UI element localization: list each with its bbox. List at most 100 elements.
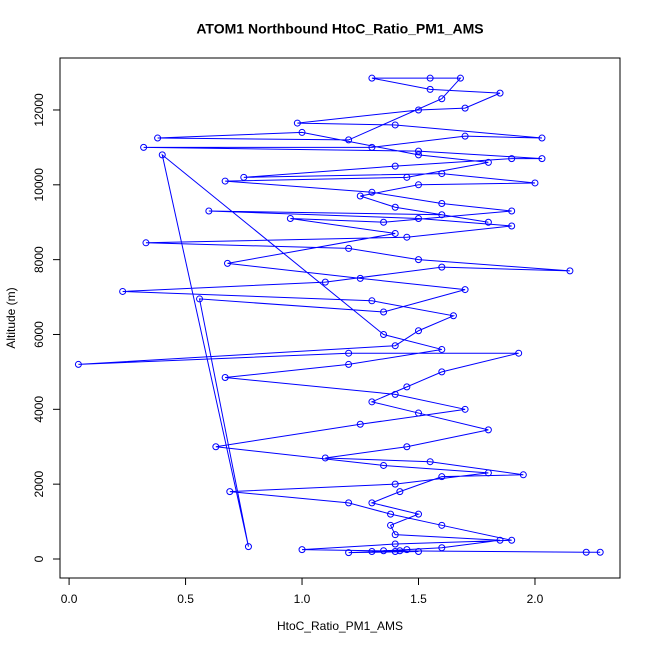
point — [438, 211, 446, 219]
point — [496, 536, 504, 544]
point — [426, 74, 434, 82]
point — [415, 409, 423, 417]
point — [293, 119, 301, 127]
point — [345, 360, 353, 368]
point — [368, 188, 376, 196]
point — [391, 229, 399, 237]
point — [582, 548, 590, 556]
point — [566, 267, 574, 275]
point — [415, 256, 423, 264]
point — [244, 543, 252, 551]
point — [345, 244, 353, 252]
point — [368, 297, 376, 305]
point — [345, 499, 353, 507]
point — [380, 461, 388, 469]
point — [415, 151, 423, 159]
point — [387, 510, 395, 518]
point — [415, 106, 423, 114]
point — [321, 454, 329, 462]
point — [508, 222, 516, 230]
point — [538, 134, 546, 142]
point — [223, 259, 231, 267]
point — [415, 181, 423, 189]
point — [403, 173, 411, 181]
y-tick-label: 6000 — [32, 321, 46, 348]
point — [415, 548, 423, 556]
point — [391, 390, 399, 398]
series-line — [78, 77, 601, 554]
point — [212, 443, 220, 451]
point — [461, 405, 469, 413]
point — [438, 200, 446, 208]
point — [438, 263, 446, 271]
point — [226, 488, 234, 496]
point — [142, 239, 150, 247]
point — [391, 540, 399, 548]
point — [391, 531, 399, 539]
point — [438, 345, 446, 353]
point — [438, 95, 446, 103]
point — [158, 151, 166, 159]
y-tick-label: 4000 — [32, 396, 46, 423]
point — [438, 368, 446, 376]
y-tick-label: 0 — [32, 555, 46, 562]
point — [403, 233, 411, 241]
point — [519, 471, 527, 479]
point — [74, 360, 82, 368]
point — [438, 473, 446, 481]
point — [515, 349, 523, 357]
point — [403, 383, 411, 391]
x-tick-label: 1.0 — [294, 592, 311, 606]
point — [387, 521, 395, 529]
point — [380, 218, 388, 226]
point — [484, 426, 492, 434]
point — [391, 480, 399, 488]
point — [403, 443, 411, 451]
y-tick-label: 8000 — [32, 246, 46, 273]
point — [380, 308, 388, 316]
point — [140, 143, 148, 151]
point — [368, 548, 376, 556]
x-tick-label: 2.0 — [527, 592, 544, 606]
point — [391, 121, 399, 129]
point — [356, 420, 364, 428]
point — [380, 330, 388, 338]
point — [321, 278, 329, 286]
point — [508, 536, 516, 544]
point — [596, 548, 604, 556]
point — [438, 544, 446, 552]
point — [345, 349, 353, 357]
point — [368, 143, 376, 151]
x-tick-label: 1.5 — [410, 592, 427, 606]
point — [298, 128, 306, 136]
point — [391, 342, 399, 350]
point — [368, 398, 376, 406]
point — [368, 499, 376, 507]
y-axis-label: Altitude (m) — [4, 287, 18, 348]
point — [380, 547, 388, 555]
point — [538, 155, 546, 163]
point — [345, 549, 353, 557]
point — [531, 179, 539, 187]
point — [484, 158, 492, 166]
point — [484, 469, 492, 477]
point — [438, 521, 446, 529]
point — [196, 295, 204, 303]
point — [403, 546, 411, 554]
point — [368, 74, 376, 82]
plot-frame — [59, 57, 621, 579]
y-tick-label: 10000 — [32, 168, 46, 202]
point — [286, 214, 294, 222]
point — [221, 177, 229, 185]
point — [449, 312, 457, 320]
point — [461, 104, 469, 112]
x-axis-label: HtoC_Ratio_PM1_AMS — [277, 619, 403, 633]
point — [391, 162, 399, 170]
point — [484, 218, 492, 226]
point — [356, 192, 364, 200]
point — [391, 548, 399, 556]
point — [298, 546, 306, 554]
point — [345, 136, 353, 144]
y-tick-label: 2000 — [32, 470, 46, 497]
